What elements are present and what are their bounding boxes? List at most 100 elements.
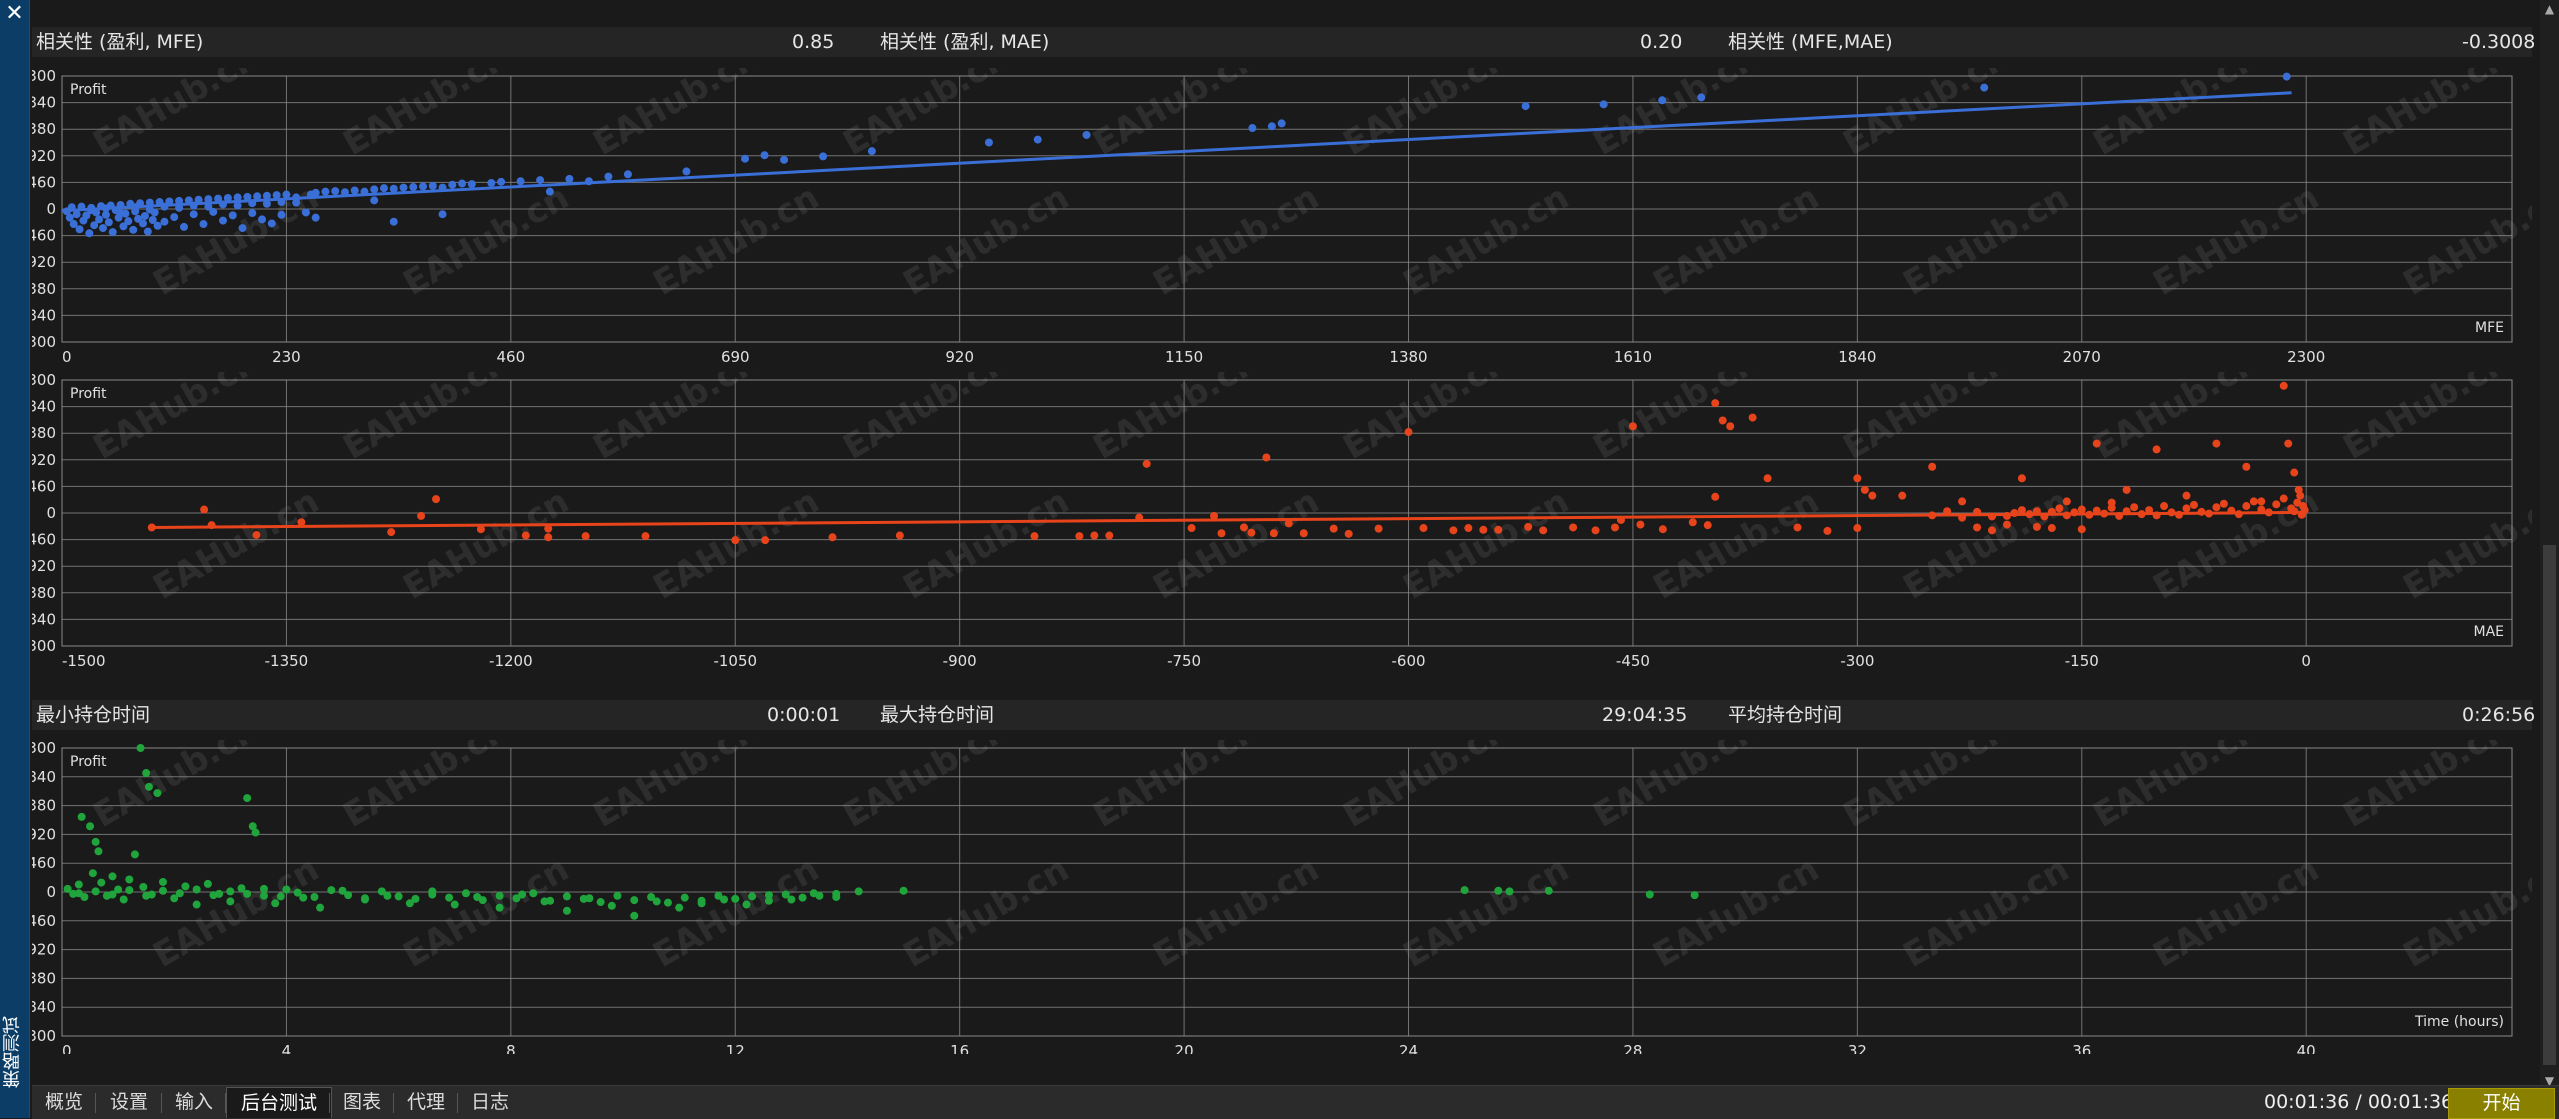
- data-point: [344, 891, 353, 900]
- profit-vs-mfe-chart: EAHub.cn EAHub.cn EAHub.cn EAHub.cn EAHub.cn…: [32, 68, 2532, 366]
- data-point: [2152, 511, 2161, 520]
- data-point: [262, 191, 271, 200]
- data-point: [389, 184, 398, 193]
- data-point: [233, 193, 242, 202]
- data-point: [1033, 135, 1042, 144]
- data-point: [282, 885, 291, 894]
- data-point: [293, 888, 302, 897]
- data-point: [218, 200, 227, 209]
- x-axis-label: Time (hours): [2414, 1014, 2504, 1030]
- tab-0[interactable]: 概览: [44, 1091, 83, 1113]
- data-point: [461, 889, 470, 898]
- data-point: [292, 193, 301, 202]
- avg-hold-label: 平均持仓时间: [1728, 704, 1843, 726]
- data-point: [1090, 531, 1099, 540]
- data-point: [360, 187, 369, 196]
- data-point: [2145, 506, 2154, 515]
- data-point: [565, 174, 574, 183]
- tab-2[interactable]: 输入: [174, 1091, 213, 1113]
- data-point: [77, 812, 86, 821]
- data-point: [529, 889, 538, 898]
- data-point: [448, 180, 457, 189]
- y-axis-label: Profit: [70, 82, 107, 98]
- scroll-down-icon[interactable]: ▼: [2544, 1074, 2555, 1088]
- data-point: [623, 170, 632, 179]
- data-point: [663, 898, 672, 907]
- data-point: [2062, 497, 2071, 506]
- vertical-scrollbar[interactable]: ▲ ▼: [2540, 0, 2559, 1090]
- y-tick-label: 1840: [32, 398, 56, 416]
- data-point: [467, 180, 476, 189]
- data-point: [1988, 512, 1997, 521]
- x-tick-label: 36: [2072, 1042, 2091, 1054]
- x-tick-label: 0: [2301, 652, 2311, 670]
- data-point: [450, 900, 459, 909]
- data-point: [145, 198, 154, 207]
- data-point: [854, 887, 863, 896]
- data-point: [2062, 511, 2071, 520]
- x-tick-label: -1500: [62, 652, 106, 670]
- data-point: [2227, 506, 2236, 515]
- x-tick-label: 4: [282, 1042, 292, 1054]
- data-point: [819, 152, 828, 161]
- data-point: [798, 893, 807, 902]
- data-point: [175, 203, 184, 212]
- data-point: [1703, 521, 1712, 530]
- data-point: [184, 196, 193, 205]
- tab-1[interactable]: 设置: [109, 1091, 148, 1113]
- data-point: [984, 138, 993, 147]
- data-point: [108, 890, 117, 899]
- data-point: [377, 887, 386, 896]
- data-point: [741, 154, 750, 163]
- data-point: [194, 195, 203, 204]
- max-hold-label: 最大持仓时间: [880, 704, 995, 726]
- data-point: [1973, 507, 1982, 516]
- data-point: [2212, 503, 2221, 512]
- data-point: [2293, 498, 2302, 507]
- data-point: [731, 894, 740, 903]
- x-tick-label: 20: [1175, 1042, 1194, 1054]
- data-point: [175, 196, 184, 205]
- data-point: [1449, 526, 1458, 535]
- data-point: [2092, 506, 2101, 515]
- close-icon[interactable]: ✕: [5, 1, 24, 26]
- data-point: [226, 897, 235, 906]
- tab-3[interactable]: 后台测试: [226, 1087, 332, 1118]
- data-point: [1718, 416, 1727, 425]
- data-point: [2182, 491, 2191, 500]
- start-button[interactable]: 开始: [2448, 1088, 2555, 1119]
- y-tick-label: 2300: [32, 740, 56, 757]
- data-point: [80, 893, 89, 902]
- data-point: [1763, 474, 1772, 483]
- tab-5[interactable]: 代理: [406, 1091, 445, 1113]
- data-point: [581, 532, 590, 541]
- data-point: [1569, 523, 1578, 532]
- data-point: [101, 210, 110, 219]
- data-point: [1544, 886, 1553, 895]
- data-point: [338, 886, 347, 895]
- data-point: [1860, 485, 1869, 494]
- x-tick-label: 0: [62, 348, 72, 366]
- data-point: [2122, 485, 2131, 494]
- data-point: [641, 532, 650, 541]
- data-point: [579, 894, 588, 903]
- x-tick-label: -1050: [713, 652, 757, 670]
- data-point: [165, 197, 174, 206]
- tab-6[interactable]: 日志: [470, 1091, 509, 1113]
- data-point: [1344, 529, 1353, 538]
- data-point: [1210, 511, 1219, 520]
- data-point: [497, 177, 506, 186]
- data-point: [91, 887, 100, 896]
- data-point: [2032, 522, 2041, 531]
- data-point: [1217, 529, 1226, 538]
- scroll-up-icon[interactable]: ▲: [2544, 2, 2555, 16]
- data-point: [125, 875, 134, 884]
- tab-4[interactable]: 图表: [342, 1091, 381, 1113]
- data-point: [1726, 422, 1735, 431]
- data-point: [277, 210, 286, 219]
- data-point: [2257, 505, 2266, 514]
- scroll-thumb[interactable]: [2543, 545, 2556, 1065]
- x-tick-label: -900: [943, 652, 977, 670]
- data-point: [714, 891, 723, 900]
- x-tick-label: 1150: [1165, 348, 1203, 366]
